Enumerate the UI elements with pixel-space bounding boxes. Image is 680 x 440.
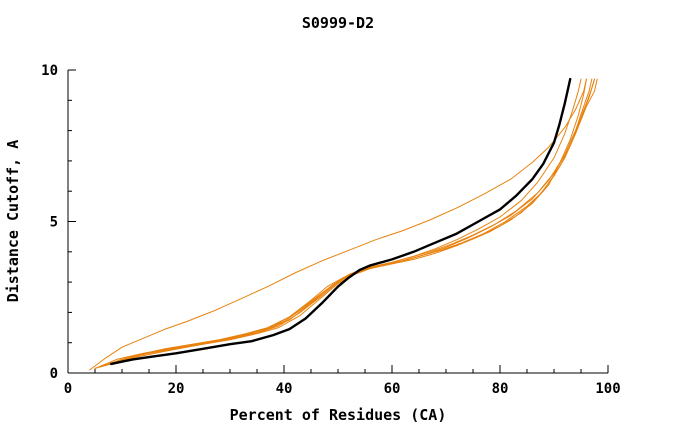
series-model-6 xyxy=(110,78,587,365)
series-model-4 xyxy=(105,78,593,366)
x-tick-label: 20 xyxy=(168,381,185,397)
series-model-7 xyxy=(99,78,582,368)
y-axis-title: Distance Cutoff, A xyxy=(4,140,22,303)
series-lines xyxy=(89,77,598,371)
x-tick-label: 0 xyxy=(64,381,72,397)
series-model-1 xyxy=(89,78,587,371)
x-axis-title: Percent of Residues (CA) xyxy=(230,406,447,424)
x-tick-label: 80 xyxy=(492,381,509,397)
y-tick-label: 0 xyxy=(50,366,58,382)
y-tick-label: 5 xyxy=(50,215,58,231)
x-tick-label: 40 xyxy=(276,381,293,397)
series-highlighted-model xyxy=(110,77,572,366)
x-tick-label: 100 xyxy=(595,381,620,397)
series-model-3 xyxy=(99,78,595,368)
series-model-2 xyxy=(94,78,595,369)
chart-title: S0999-D2 xyxy=(302,14,374,32)
tick-labels: 0 20 40 60 80 100 0 5 10 xyxy=(41,63,621,397)
series-model-5 xyxy=(94,78,598,369)
y-tick-label: 10 xyxy=(41,63,58,79)
axes-layer xyxy=(67,69,609,374)
x-tick-label: 60 xyxy=(384,381,401,397)
